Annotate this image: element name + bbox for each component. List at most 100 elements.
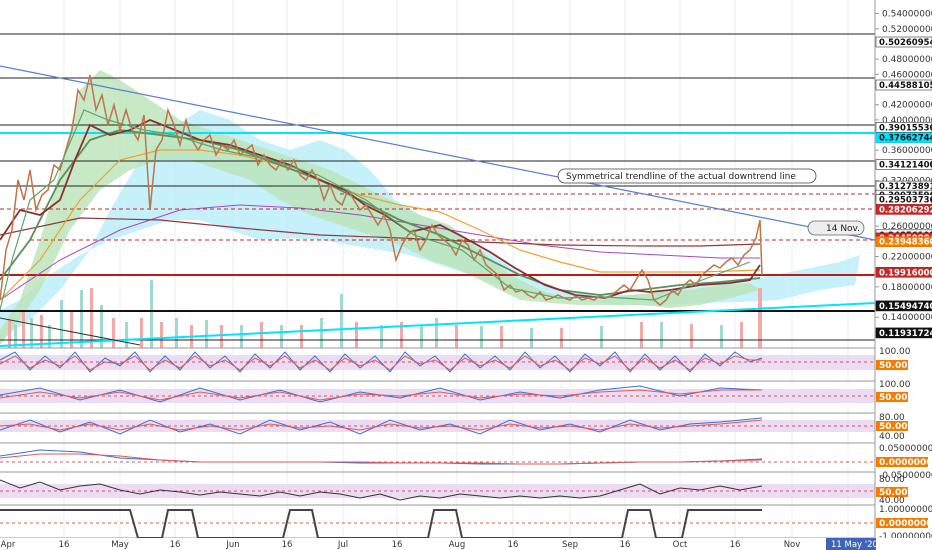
- price-label-text: 0.23948360: [879, 238, 932, 248]
- date-annotation-text: 14 Nov.: [826, 224, 860, 234]
- indicator-scale-label: 80.00: [879, 413, 905, 423]
- price-labels: 0.50260954 0.44588105 0.390155300.37662744…: [875, 36, 932, 339]
- stoch-rsi-line-2: [0, 355, 762, 371]
- y-tick-label: 0.36000000: [882, 146, 932, 156]
- x-tick-label: 16: [392, 540, 403, 550]
- indicator-scale-label: 100.00: [879, 380, 911, 390]
- x-tick-label: Aug: [449, 540, 466, 550]
- y-tick-label: 0.42000000: [882, 101, 932, 111]
- indicator-2-line-2: [0, 389, 762, 401]
- price-label-text: 0.29503736: [879, 196, 932, 206]
- support-line-black: [0, 317, 141, 346]
- indicator-scale-label: -0.05000000: [879, 471, 932, 481]
- indicator-scale-label: 50.00: [879, 361, 907, 371]
- symmetrical-trendline: [0, 302, 876, 347]
- y-tick-label: 0.22000000: [882, 253, 932, 263]
- macd-signal: [0, 453, 763, 465]
- indicator-3-line-2: [0, 419, 763, 431]
- price-label-box: [875, 159, 932, 170]
- y-tick-label: 0.26000000: [882, 222, 932, 232]
- indicator-scale-label: 50.00: [879, 393, 907, 403]
- ma-dark-red: [0, 217, 761, 247]
- price-label-text: 0.44588105: [879, 81, 932, 91]
- date-cursor-label: [826, 538, 876, 550]
- price-label-text: 0.15494740: [879, 302, 932, 312]
- indicator-scale-label: 50.00: [879, 488, 907, 498]
- indicator-scale-label: 40.00: [879, 432, 905, 442]
- price-label-text: 0.11931724: [879, 329, 932, 339]
- y-tick-label: 0.40000000: [882, 116, 932, 126]
- x-tick-label: 16: [59, 540, 70, 550]
- price-label-box: [875, 122, 932, 133]
- price-label-box: [875, 79, 932, 91]
- x-tick-label: Oct: [673, 540, 688, 550]
- time-axis[interactable]: Apr 16 May 16 Jun 16 Jul 16 Aug 16 Sep 16 Oct 16 Nov 1…: [0, 538, 932, 550]
- ma-purple: [0, 204, 760, 301]
- x-tick-label: Nov: [784, 540, 801, 550]
- x-tick-label: 16: [620, 540, 631, 550]
- x-tick-label: 16: [730, 540, 741, 550]
- price-label-box: [875, 204, 932, 215]
- x-axis-ticks: Apr 16 May 16 Jun 16 Jul 16 Aug 16 Sep 16 Oct 16 Nov: [1, 540, 801, 550]
- indicator-scale-label: 0.00000000: [879, 519, 932, 529]
- indicator-scale-label: 0.00000000: [879, 458, 932, 468]
- price-label-text: 0.39015530: [879, 123, 932, 133]
- price-label-text: 0.34121400: [879, 161, 932, 171]
- indicator-scale-label: -1.00000000: [879, 532, 932, 542]
- x-tick-label: 16: [282, 540, 293, 550]
- price-label-box: [875, 36, 932, 48]
- indicator-scale-label: 1.00000000: [879, 505, 932, 515]
- x-tick-label: 16: [170, 540, 181, 550]
- rsi-line: [0, 479, 763, 501]
- y-tick-label: 0.52000000: [882, 25, 932, 35]
- price-label-box: [875, 300, 932, 312]
- price-label-text: 0.37662744: [879, 134, 932, 144]
- x-tick-label: Apr: [1, 540, 16, 550]
- candlesticks-green: [0, 109, 751, 311]
- indicator-scale-label: 40.00: [879, 496, 905, 506]
- ma-orange: [0, 149, 761, 301]
- x-tick-label: May: [111, 540, 129, 550]
- indicator-scale-labels: 100.0050.00100.0050.0080.0050.0040.000.0…: [876, 347, 932, 542]
- y-tick-label: 0.18000000: [882, 283, 932, 293]
- trendline-annotation[interactable]: Symmetrical trendline of the actual down…: [557, 168, 817, 184]
- volume-bars: [8, 280, 762, 348]
- y-tick-label: 0.14000000: [882, 313, 932, 323]
- y-tick-label: 0.54000000: [882, 10, 932, 20]
- indicator-mid-box: [876, 421, 908, 431]
- indicator-mid-box: [876, 457, 928, 467]
- price-label-text: 0.50260954: [879, 38, 932, 48]
- price-label-box: [875, 266, 932, 278]
- panel-separators: [0, 347, 932, 539]
- candlesticks: [0, 74, 763, 306]
- indicator-bands: [0, 355, 875, 498]
- y-tick-label: 0.46000000: [882, 70, 932, 80]
- price-panel[interactable]: Symmetrical trendline of the actual down…: [0, 33, 876, 348]
- price-label-text: 0.19916000: [879, 268, 932, 278]
- price-label-box: [875, 132, 932, 143]
- indicator-mid-box: [876, 360, 908, 370]
- price-level-lines: [0, 33, 875, 341]
- stoch-rsi-line-1: [0, 351, 763, 373]
- indicator-mid-box: [876, 518, 928, 528]
- date-annotation[interactable]: 14 Nov.: [807, 220, 865, 236]
- x-tick-label: Jun: [225, 540, 239, 550]
- x-tick-label: Sep: [562, 540, 578, 550]
- x-tick-label: 16: [508, 540, 519, 550]
- indicator-mid-box: [876, 392, 908, 402]
- indicator-panels[interactable]: [0, 347, 932, 539]
- indicator-scale-label: 80.00: [879, 475, 905, 485]
- date-cursor-text: 11 May '20: [831, 540, 878, 550]
- price-scale[interactable]: 0.54000000 0.52000000 0.48000000 0.46000000…: [874, 0, 932, 550]
- indicator-scale-label: 50.00: [879, 422, 907, 432]
- trendline-annotation-text: Symmetrical trendline of the actual down…: [566, 172, 796, 182]
- x-tick-label: Jul: [337, 540, 348, 550]
- price-label-text: 0.31273891: [879, 182, 932, 192]
- indicator-scale-label: 0.05000000: [879, 444, 932, 454]
- price-label-text: 0.28206292: [879, 205, 932, 215]
- price-label-box: [875, 236, 932, 247]
- indicator-mid-box: [876, 487, 908, 497]
- price-label-box: [875, 327, 932, 339]
- indicator-scale-label: 100.00: [879, 347, 911, 357]
